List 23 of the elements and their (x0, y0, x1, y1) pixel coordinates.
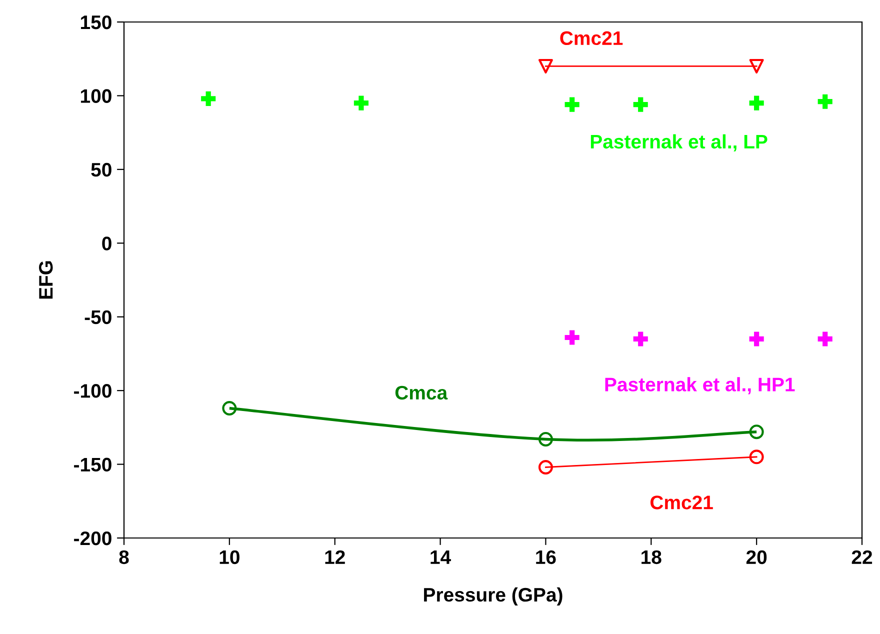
y-axis-title: EFG (39, 261, 53, 299)
x-tick-label: 22 (852, 550, 872, 564)
y-tick-label: 100 (80, 89, 112, 103)
y-tick-label: -50 (84, 310, 112, 324)
series-label: Cmca (395, 386, 448, 400)
y-tick-label: -100 (74, 384, 112, 398)
x-tick-label: 18 (642, 550, 662, 564)
x-tick-label: 14 (430, 550, 451, 564)
x-tick-label: 10 (220, 550, 240, 564)
x-tick-label: 12 (325, 550, 345, 564)
series-label: Cmc21 (560, 31, 623, 46)
text: Pasternak et al., HP1 (605, 377, 795, 394)
y-tick-label: -150 (74, 458, 112, 472)
y-tick-label: -200 (74, 531, 112, 546)
x-tick-label: 8 (119, 550, 129, 564)
y-tick-label: 50 (91, 162, 112, 177)
series-label: Cmc21 (650, 496, 713, 510)
x-axis-title: Pressure (GPa) (424, 587, 562, 606)
y-tick-label: 150 (80, 15, 112, 30)
x-tick-label: 20 (746, 550, 767, 564)
y-tick-label: 0 (102, 236, 112, 250)
series-label: Pasternak et al., LP (590, 134, 768, 152)
x-tick-label: 16 (536, 550, 556, 564)
